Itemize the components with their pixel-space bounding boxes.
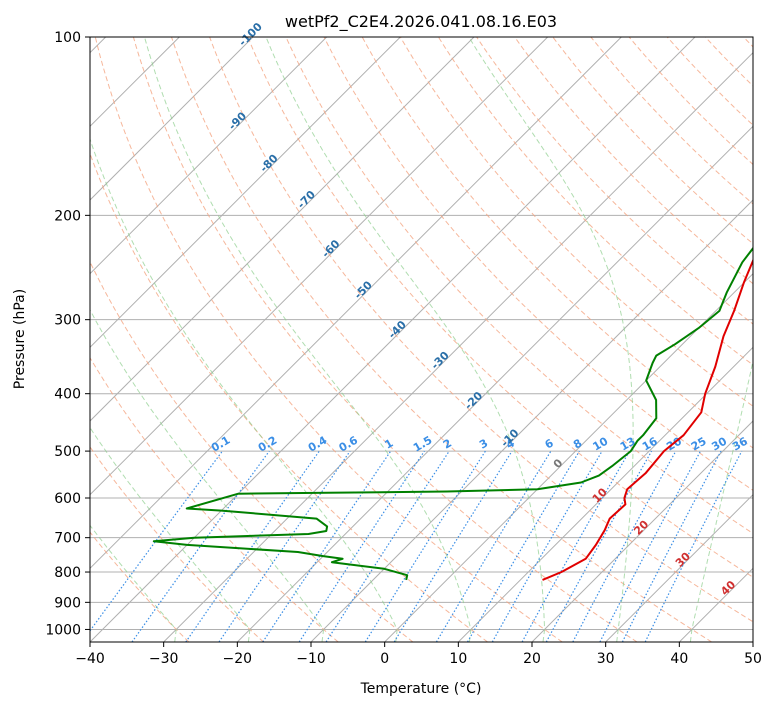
dry-adiabat-line — [90, 531, 190, 642]
isotherm-line — [90, 37, 475, 422]
x-tick-label: 40 — [670, 651, 688, 667]
mixing-ratio-line — [545, 450, 653, 642]
x-tick-label: 50 — [744, 651, 762, 667]
isotherm-line — [384, 272, 753, 642]
dry-adiabat-line — [399, 37, 753, 407]
dry-adiabat-line — [285, 37, 753, 535]
series-layer — [152, 246, 753, 581]
y-tick-label: 800 — [54, 565, 81, 581]
isotherm-line — [163, 51, 753, 642]
isotherm-line — [90, 37, 622, 570]
dewpoint-profile-line — [152, 246, 753, 581]
y-tick-label: 600 — [54, 491, 81, 507]
isotherm-line — [90, 37, 696, 642]
grid-layer — [90, 37, 753, 642]
x-tick-label: −20 — [223, 651, 253, 667]
moist-adiabat-line — [90, 426, 251, 642]
dry-adiabat-line — [90, 260, 414, 642]
dry-adiabat-line — [590, 37, 753, 205]
moist-adiabat-line — [144, 37, 472, 642]
dry-adiabat-line — [132, 37, 638, 642]
y-axis-label: Pressure (hPa) — [12, 289, 28, 389]
x-axis-label: Temperature (°C) — [360, 681, 482, 697]
y-tick-label: 1000 — [45, 622, 81, 638]
isotherm-line — [90, 37, 401, 349]
mixing-ratio-line — [521, 450, 631, 642]
axis-tick-layer: −40 −30 −20 −10 0 10 20 30 40 50 1000 900 800 700 600 5… — [45, 30, 762, 667]
plot-frame — [89, 36, 754, 643]
mixing-ratio-line — [572, 450, 677, 642]
background-lines-layer — [90, 37, 753, 642]
isotherm-line — [90, 37, 549, 496]
dry-adiabat-line — [94, 37, 563, 642]
mixing-ratio-line — [131, 450, 270, 642]
x-tick-label: −10 — [296, 651, 326, 667]
mixing-ratio-line — [90, 450, 223, 632]
isotherm-line — [457, 346, 753, 642]
x-tick-label: −40 — [75, 651, 105, 667]
moist-adiabat-line — [468, 37, 634, 642]
y-tick-label: 200 — [54, 208, 81, 224]
y-tick-label: 900 — [54, 595, 81, 611]
x-tick-label: 20 — [523, 651, 541, 667]
x-tick-label: 30 — [597, 651, 615, 667]
isotherm-line — [236, 125, 753, 642]
dry-adiabat-line — [552, 37, 753, 245]
x-tick-label: −30 — [149, 651, 179, 667]
mixing-ratio-line — [325, 450, 450, 642]
moist-adiabat-line — [689, 358, 753, 642]
moist-adiabat-line — [90, 137, 398, 642]
x-tick-label: 10 — [449, 651, 467, 667]
dry-adiabat-line — [361, 37, 753, 449]
y-tick-label: 100 — [54, 30, 81, 46]
mixing-ratio-line — [435, 450, 552, 642]
dry-adiabat-line — [171, 37, 712, 642]
y-tick-label: 300 — [54, 313, 81, 329]
mixing-ratio-line — [621, 450, 722, 642]
isotherm-line — [531, 420, 753, 642]
chart-title: wetPf2_C2E4.2026.041.08.16.E03 — [285, 12, 557, 32]
mixing-ratio-line — [466, 450, 580, 642]
moist-adiabat-line — [265, 37, 546, 642]
mixing-ratio-line — [599, 450, 702, 642]
dry-adiabat-line — [437, 37, 753, 366]
mixing-ratio-line — [185, 450, 320, 642]
y-tick-label: 500 — [54, 444, 81, 460]
dry-adiabat-line — [209, 37, 753, 623]
x-tick-label: 0 — [380, 651, 389, 667]
isotherm-line — [605, 493, 753, 642]
temperature-profile-line — [542, 258, 753, 581]
mixing-ratio-line — [491, 450, 603, 642]
y-tick-label: 700 — [54, 531, 81, 547]
y-tick-label: 400 — [54, 387, 81, 403]
isotherm-line — [90, 37, 254, 201]
moist-adiabat-line — [90, 524, 177, 642]
dry-adiabat-line — [90, 356, 339, 642]
dry-adiabat-line — [323, 37, 753, 491]
dry-adiabat-line — [476, 37, 753, 325]
mixing-ratio-line — [644, 450, 743, 642]
mixing-ratio-line — [364, 450, 486, 642]
isotherm-line — [90, 37, 328, 275]
mixing-ratio-line — [262, 450, 392, 642]
